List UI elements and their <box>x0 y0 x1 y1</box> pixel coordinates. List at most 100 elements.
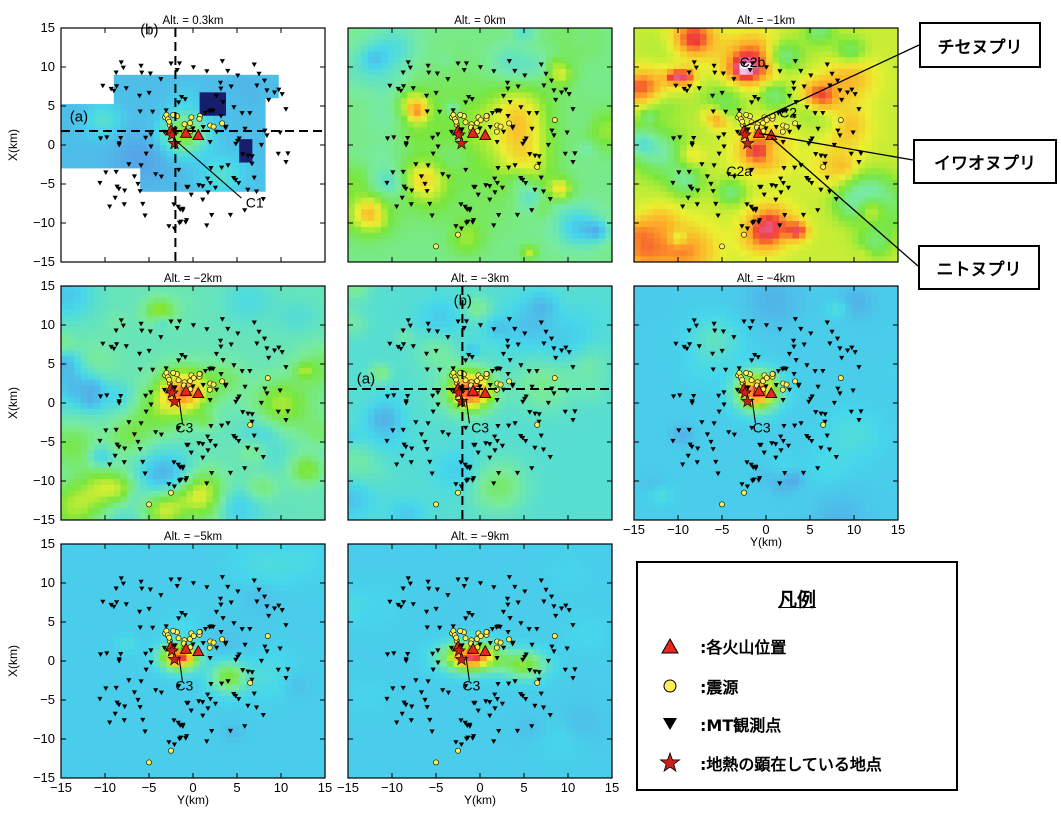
mt-stations <box>670 59 864 232</box>
hypocenter-marker <box>453 118 460 125</box>
mt-station-marker <box>465 735 471 741</box>
geothermal-star-marker <box>451 385 466 399</box>
volcano-marker <box>192 128 205 141</box>
mt-station-marker <box>430 409 436 415</box>
mt-station-marker <box>500 129 507 135</box>
x-tick-label: −10 <box>667 522 689 537</box>
mt-station-marker <box>529 642 535 648</box>
hypocenter-marker <box>453 376 460 383</box>
mt-station-marker <box>749 319 756 324</box>
x-tick-label: −10 <box>381 780 403 795</box>
mt-station-marker <box>786 129 793 135</box>
mt-station-marker <box>518 105 524 110</box>
mt-station-marker <box>837 88 843 94</box>
mt-station-marker <box>426 586 432 592</box>
mt-station-marker <box>822 412 828 417</box>
panel-ticks <box>347 27 613 263</box>
mt-station-marker <box>403 400 409 406</box>
mt-station-marker <box>213 609 220 615</box>
mt-station-marker <box>686 84 693 89</box>
volcano-marker <box>479 644 492 657</box>
mt-station-marker <box>844 90 851 96</box>
legend: 凡例 :各火山位置 :震源 :MT観測点 :地熱の顕在している地点 <box>636 561 958 791</box>
mt-station-marker <box>553 97 559 103</box>
mt-station-marker <box>242 466 248 471</box>
hypocenter-marker <box>748 377 755 384</box>
mt-station-marker <box>150 367 156 373</box>
mt-station-marker <box>247 111 253 116</box>
mt-station-marker <box>505 629 511 635</box>
yellow-circle-icon <box>652 675 688 697</box>
mt-station-marker <box>184 184 190 190</box>
mt-station-marker <box>279 350 285 355</box>
y-axis-label: X(km) <box>6 387 20 419</box>
mt-station-marker <box>471 184 477 190</box>
mt-station-marker <box>549 644 555 650</box>
mt-station-marker <box>491 585 497 590</box>
mt-station-marker <box>100 83 106 89</box>
legend-label-station: :MT観測点 <box>700 716 782 735</box>
mt-station-marker <box>276 345 282 351</box>
mt-station-marker <box>231 105 237 110</box>
mt-station-marker <box>399 453 405 459</box>
hypocenter-marker <box>783 123 790 130</box>
hypocenter-marker <box>534 679 541 686</box>
mt-station-marker <box>540 705 547 711</box>
mt-station-marker <box>487 455 493 461</box>
mt-station-marker <box>437 625 443 631</box>
hypocenter-marker <box>837 117 844 123</box>
mt-station-marker <box>496 729 502 734</box>
mt-station-marker <box>196 699 202 704</box>
mt-station-marker <box>747 67 753 73</box>
mt-station-marker <box>796 382 802 388</box>
mt-station-marker <box>815 208 821 213</box>
mt-station-marker <box>264 88 270 94</box>
mt-station-marker <box>401 700 407 706</box>
mt-station-marker <box>527 152 533 157</box>
mt-station-marker <box>558 348 565 354</box>
mt-station-marker <box>235 396 241 402</box>
mt-station-marker <box>804 105 810 110</box>
mt-station-marker <box>275 667 281 673</box>
mt-station-marker <box>251 433 257 439</box>
mt-stations <box>384 59 578 232</box>
mt-station-marker <box>818 445 824 451</box>
hypocenter-marker <box>497 381 504 388</box>
mt-station-marker <box>223 382 229 388</box>
mt-station-marker <box>247 627 253 632</box>
mt-station-marker <box>208 108 214 113</box>
mt-station-marker <box>148 132 154 138</box>
mt-station-marker <box>118 135 124 141</box>
mt-station-marker <box>384 652 391 658</box>
y-tick-label: 10 <box>41 317 55 332</box>
mt-station-marker <box>848 151 854 157</box>
mt-station-marker <box>150 625 156 631</box>
mt-station-marker <box>470 478 476 483</box>
mt-station-marker <box>434 587 440 593</box>
mt-station-marker <box>505 113 511 119</box>
mt-station-marker <box>747 325 753 331</box>
mt-station-marker <box>435 648 441 654</box>
mt-station-marker <box>532 187 538 193</box>
mt-station-marker <box>204 223 210 228</box>
mt-station-marker <box>510 124 516 130</box>
mt-station-marker <box>520 141 526 147</box>
x-tick-label: 5 <box>806 522 813 537</box>
mt-station-marker <box>495 366 501 371</box>
hypocenter-marker <box>210 123 217 130</box>
mt-station-marker <box>178 219 184 225</box>
y-tick-label: 0 <box>48 137 55 152</box>
mt-station-marker <box>739 224 745 229</box>
mt-station-marker <box>188 450 194 456</box>
mt-station-marker <box>212 443 219 449</box>
mt-station-marker <box>547 455 553 460</box>
mt-station-marker <box>163 624 169 630</box>
mt-station-marker <box>510 382 516 388</box>
mt-station-marker <box>445 690 451 696</box>
mt-station-marker <box>153 688 159 693</box>
mt-station-marker <box>716 393 722 399</box>
map-panel-7: C3 Alt. = −5km −15 −10 −5 0 5 10 15 X(km) −15 −10 −5… <box>6 531 332 807</box>
mt-station-marker <box>174 325 180 331</box>
mt-station-marker <box>147 71 153 77</box>
mt-station-marker <box>225 163 231 168</box>
